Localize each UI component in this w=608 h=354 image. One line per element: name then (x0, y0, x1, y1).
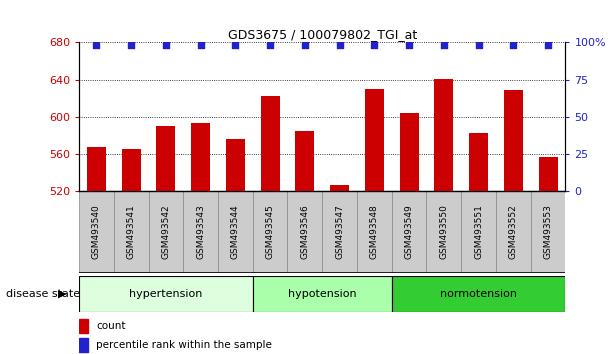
Point (161, 42, 171, 48)
Bar (531, 191, 565, 273)
Bar (226, 139, 245, 191)
Point (404, 42, 414, 48)
Bar (496, 191, 531, 273)
Point (196, 42, 206, 48)
Point (370, 42, 379, 48)
Bar (392, 191, 426, 273)
Text: GSM493546: GSM493546 (300, 205, 309, 259)
Bar (461, 191, 496, 273)
Point (265, 42, 275, 48)
Bar (114, 191, 148, 273)
Text: GSM493553: GSM493553 (544, 204, 553, 259)
Text: GSM493548: GSM493548 (370, 205, 379, 259)
Bar (330, 185, 349, 191)
Bar (156, 126, 176, 191)
Text: ▶: ▶ (58, 289, 66, 299)
Bar (218, 191, 253, 273)
Bar (87, 147, 106, 191)
Bar (261, 96, 280, 191)
Text: GSM493549: GSM493549 (404, 205, 413, 259)
Bar (504, 90, 523, 191)
Bar (191, 123, 210, 191)
Bar (469, 133, 488, 191)
Text: hypotension: hypotension (288, 289, 356, 299)
Bar (434, 79, 454, 191)
Bar (539, 157, 558, 191)
Text: disease state: disease state (6, 289, 80, 299)
Text: percentile rank within the sample: percentile rank within the sample (96, 341, 272, 350)
Bar (357, 191, 392, 273)
Bar (79, 338, 88, 352)
Bar (399, 113, 419, 191)
Bar (79, 276, 253, 312)
Text: GSM493542: GSM493542 (161, 205, 170, 259)
Bar (122, 149, 140, 191)
Bar (295, 131, 314, 191)
Point (230, 42, 240, 48)
Point (335, 42, 345, 48)
Text: count: count (96, 321, 126, 331)
Title: GDS3675 / 100079802_TGI_at: GDS3675 / 100079802_TGI_at (227, 28, 417, 41)
Bar (392, 276, 565, 312)
Text: GSM493547: GSM493547 (335, 205, 344, 259)
Text: GSM493543: GSM493543 (196, 205, 205, 259)
Point (439, 42, 449, 48)
Text: GSM493540: GSM493540 (92, 205, 101, 259)
Text: hypertension: hypertension (130, 289, 202, 299)
Bar (79, 319, 88, 333)
Bar (253, 191, 288, 273)
Bar (426, 191, 461, 273)
Point (92, 42, 102, 48)
Bar (183, 191, 218, 273)
Point (508, 42, 518, 48)
Bar (322, 191, 357, 273)
Point (474, 42, 483, 48)
Text: GSM493544: GSM493544 (231, 205, 240, 259)
Bar (288, 191, 322, 273)
Text: GSM493550: GSM493550 (440, 204, 448, 259)
Text: GSM493541: GSM493541 (126, 205, 136, 259)
Bar (79, 191, 114, 273)
Bar (365, 89, 384, 191)
Point (126, 42, 136, 48)
Text: GSM493545: GSM493545 (266, 205, 275, 259)
Text: GSM493551: GSM493551 (474, 204, 483, 259)
Point (300, 42, 309, 48)
Bar (253, 276, 392, 312)
Point (543, 42, 553, 48)
Bar (148, 191, 183, 273)
Text: GSM493552: GSM493552 (509, 205, 518, 259)
Text: normotension: normotension (440, 289, 517, 299)
